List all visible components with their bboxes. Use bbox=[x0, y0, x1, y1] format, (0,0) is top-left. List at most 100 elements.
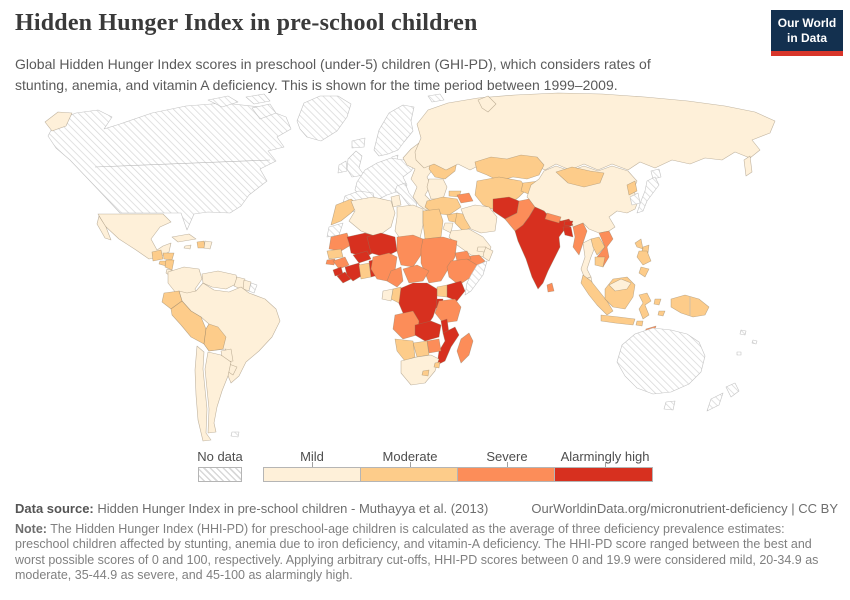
country-shape[interactable] bbox=[456, 332, 474, 364]
country-shape[interactable] bbox=[544, 212, 562, 224]
legend-label-severe[interactable]: Severe bbox=[486, 449, 528, 464]
legend-segment-mild[interactable] bbox=[263, 467, 361, 482]
owid-logo[interactable]: Our World in Data bbox=[771, 10, 843, 56]
country-shape[interactable] bbox=[562, 226, 574, 238]
country-shape[interactable] bbox=[464, 260, 488, 296]
country-shape[interactable] bbox=[436, 284, 448, 298]
country-shape[interactable] bbox=[366, 232, 398, 258]
country-shape[interactable] bbox=[454, 250, 472, 262]
country-shape[interactable] bbox=[456, 192, 474, 204]
country-shape[interactable] bbox=[650, 168, 662, 180]
owid-link[interactable]: OurWorldinData.org/micronutrient-deficie… bbox=[531, 501, 838, 516]
country-shape[interactable] bbox=[580, 274, 614, 316]
country-shape[interactable] bbox=[594, 256, 606, 268]
country-shape[interactable] bbox=[608, 278, 632, 292]
country-shape[interactable] bbox=[477, 95, 497, 113]
legend-label-mild[interactable]: Mild bbox=[300, 449, 324, 464]
country-shape[interactable] bbox=[248, 282, 258, 294]
country-shape[interactable] bbox=[635, 320, 644, 327]
country-shape[interactable] bbox=[414, 320, 442, 342]
country-shape[interactable] bbox=[663, 400, 676, 411]
country-shape[interactable] bbox=[207, 95, 239, 108]
country-shape[interactable] bbox=[572, 222, 588, 256]
country-shape[interactable] bbox=[330, 198, 360, 226]
country-shape[interactable] bbox=[396, 234, 424, 268]
country-shape[interactable] bbox=[381, 288, 394, 302]
country-shape[interactable] bbox=[348, 196, 396, 238]
legend-segment-alarmingly-high[interactable] bbox=[554, 467, 653, 482]
country-shape[interactable] bbox=[514, 206, 574, 290]
country-shape[interactable] bbox=[402, 264, 430, 284]
country-shape[interactable] bbox=[743, 155, 753, 177]
legend-label-moderate[interactable]: Moderate bbox=[382, 449, 438, 464]
country-shape[interactable] bbox=[251, 103, 277, 120]
country-shape[interactable] bbox=[636, 250, 652, 266]
country-shape[interactable] bbox=[414, 92, 776, 171]
country-shape[interactable] bbox=[616, 327, 706, 395]
country-shape[interactable] bbox=[421, 369, 430, 377]
country-shape[interactable] bbox=[47, 102, 292, 231]
legend-label-alarmingly-high[interactable]: Alarmingly high bbox=[560, 449, 650, 464]
country-shape[interactable] bbox=[434, 298, 462, 324]
country-shape[interactable] bbox=[296, 95, 352, 142]
country-shape[interactable] bbox=[546, 282, 555, 293]
country-shape[interactable] bbox=[422, 208, 444, 240]
country-shape[interactable] bbox=[44, 111, 73, 132]
country-shape[interactable] bbox=[390, 194, 402, 208]
country-shape[interactable] bbox=[358, 262, 372, 280]
country-shape[interactable] bbox=[420, 236, 458, 284]
country-shape[interactable] bbox=[171, 233, 197, 243]
country-shape[interactable] bbox=[460, 204, 498, 234]
country-shape[interactable] bbox=[162, 252, 175, 261]
country-shape[interactable] bbox=[657, 310, 666, 317]
country-shape[interactable] bbox=[373, 104, 415, 157]
country-shape[interactable] bbox=[476, 246, 487, 253]
country-shape[interactable] bbox=[653, 298, 662, 306]
country-shape[interactable] bbox=[194, 345, 212, 442]
country-shape[interactable] bbox=[351, 137, 366, 149]
country-shape[interactable] bbox=[352, 250, 372, 264]
country-shape[interactable] bbox=[725, 382, 740, 398]
country-shape[interactable] bbox=[164, 259, 175, 271]
country-shape[interactable] bbox=[482, 246, 494, 262]
country-shape[interactable] bbox=[751, 339, 758, 345]
legend-label-no-data[interactable]: No data bbox=[197, 449, 243, 464]
country-shape[interactable] bbox=[634, 238, 644, 250]
country-shape[interactable] bbox=[400, 354, 440, 386]
country-shape[interactable] bbox=[706, 392, 724, 412]
country-shape[interactable] bbox=[427, 93, 445, 103]
country-shape[interactable] bbox=[555, 166, 605, 188]
country-shape[interactable] bbox=[245, 93, 271, 105]
country-shape[interactable] bbox=[636, 176, 660, 214]
country-shape[interactable] bbox=[325, 258, 336, 266]
country-shape[interactable] bbox=[426, 338, 442, 354]
country-shape[interactable] bbox=[97, 213, 172, 260]
country-shape[interactable] bbox=[563, 220, 574, 227]
country-shape[interactable] bbox=[203, 323, 227, 352]
country-shape[interactable] bbox=[600, 314, 636, 326]
legend-swatch-no-data[interactable] bbox=[198, 467, 242, 482]
country-shape[interactable] bbox=[436, 326, 460, 366]
country-shape[interactable] bbox=[412, 340, 430, 358]
country-shape[interactable] bbox=[328, 232, 352, 252]
country-shape[interactable] bbox=[739, 329, 747, 336]
country-shape[interactable] bbox=[386, 266, 404, 288]
country-shape[interactable] bbox=[446, 258, 478, 286]
country-shape[interactable] bbox=[326, 248, 344, 260]
country-shape[interactable] bbox=[230, 431, 240, 438]
country-shape[interactable] bbox=[474, 154, 545, 182]
country-shape[interactable] bbox=[337, 160, 348, 174]
legend-segment-moderate[interactable] bbox=[360, 467, 458, 482]
legend-segment-severe[interactable] bbox=[457, 467, 555, 482]
country-shape[interactable] bbox=[183, 244, 192, 250]
country-shape[interactable] bbox=[629, 192, 641, 206]
country-shape[interactable] bbox=[426, 178, 448, 200]
country-shape[interactable] bbox=[638, 266, 650, 278]
country-shape[interactable] bbox=[203, 240, 213, 250]
country-shape[interactable] bbox=[151, 249, 164, 262]
country-shape[interactable] bbox=[638, 292, 652, 320]
country-shape[interactable] bbox=[736, 351, 742, 356]
country-shape[interactable] bbox=[204, 351, 232, 434]
country-shape[interactable] bbox=[96, 215, 112, 241]
country-shape[interactable] bbox=[590, 236, 606, 256]
